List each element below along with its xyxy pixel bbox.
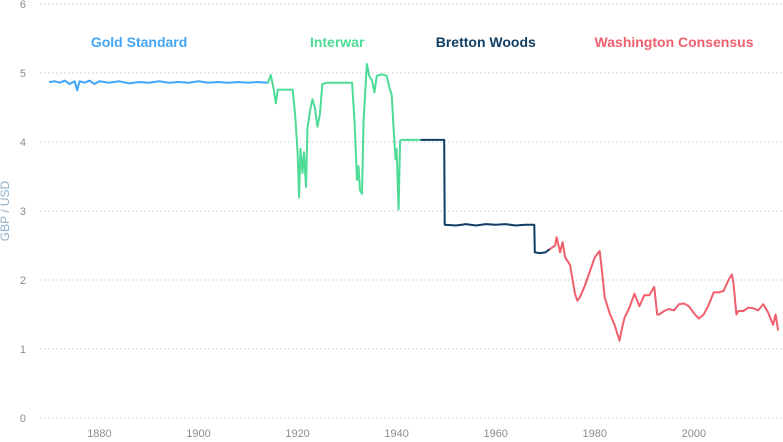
y-tick-label: 1 bbox=[20, 344, 26, 356]
x-tick-label: 1900 bbox=[186, 428, 210, 437]
series-line-bretton-woods bbox=[420, 138, 552, 255]
x-tick-label: 1940 bbox=[384, 428, 408, 437]
era-label: Washington Consensus bbox=[595, 34, 754, 50]
era-label: Interwar bbox=[310, 34, 365, 50]
x-tick-label: 1920 bbox=[285, 428, 309, 437]
series-line-gold-standard bbox=[48, 79, 269, 92]
x-tick-label: 1960 bbox=[483, 428, 507, 437]
series-line-interwar bbox=[266, 63, 423, 211]
y-tick-label: 5 bbox=[20, 68, 26, 80]
x-tick-label: 1880 bbox=[87, 428, 111, 437]
x-tick-label: 2000 bbox=[682, 428, 706, 437]
y-tick-label: 0 bbox=[20, 413, 26, 425]
x-tick-label: 1980 bbox=[583, 428, 607, 437]
y-tick-label: 2 bbox=[20, 275, 26, 287]
era-label: Gold Standard bbox=[91, 34, 187, 50]
y-tick-label: 3 bbox=[20, 206, 26, 218]
y-tick-label: 4 bbox=[20, 137, 26, 149]
series-line-washington-consensus bbox=[549, 236, 779, 342]
y-axis-label: GBP / USD bbox=[0, 180, 12, 241]
era-label: Bretton Woods bbox=[436, 34, 536, 50]
y-tick-label: 6 bbox=[20, 0, 26, 11]
